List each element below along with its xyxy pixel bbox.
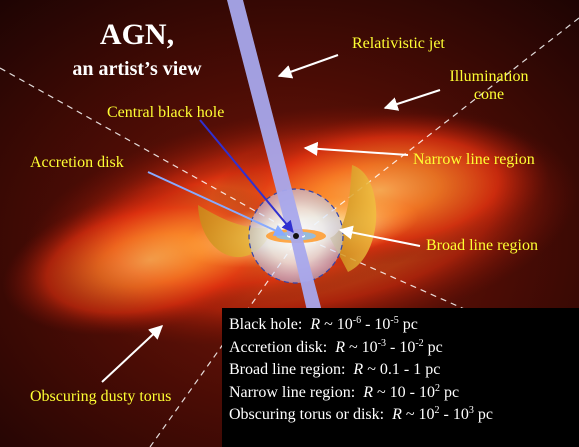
size-row-high-value: 1 [413,361,422,378]
size-row-variable: R [392,406,402,423]
size-row-high-exponent: 2 [434,382,440,394]
title-subtitle: an artist’s view [72,58,202,80]
size-row-dash: - [409,383,415,401]
size-row: Broad line region: R ~ 0.1 - 1 pc [229,359,579,382]
size-row-approx: ~ [367,361,376,378]
size-row-dash: - [443,406,449,423]
size-row-low-value: 10 [418,406,435,423]
size-row-low-value: 0.1 [379,361,400,378]
size-scale-box: Black hole: R ~ 10-6 - 10-5 pc Accretion … [222,308,579,447]
size-row-low-exponent: -3 [377,337,386,349]
size-row-low-value: 10 [336,316,353,333]
size-row-name: Black hole: [229,316,303,333]
size-row-high-exponent: 3 [468,405,474,416]
arrow-obscuring-dusty-torus [101,325,164,383]
label-illumination-cone-line2: cone [473,86,505,103]
size-row-unit: pc [427,338,443,356]
size-row: Accretion disk: R ~ 10-3 - 10-2 pc [229,337,579,360]
size-row-approx: ~ [405,406,415,423]
size-row-name: Narrow line region: [229,383,356,401]
label-accretion-disk: Accretion disk [30,154,124,171]
arrow-narrow-line-region [303,141,409,156]
label-illumination-cone-line1: Illumination [449,68,529,85]
arrow-central-black-hole [199,119,294,233]
size-row-high-exponent: -5 [390,315,399,326]
title-main: AGN, [99,18,175,51]
label-relativistic-jet: Relativistic jet [352,35,445,52]
size-row-low-exponent: 2 [434,405,440,416]
size-row-high-value: 10 [399,338,416,356]
arrow-illumination-cone [383,89,441,111]
size-row-unit: pc [402,316,418,333]
size-row-dash: - [365,316,371,333]
size-row-approx: ~ [376,383,386,401]
size-row-dash: - [403,361,410,378]
size-row-variable: R [310,316,321,333]
size-row-low-exponent: -6 [352,315,362,326]
size-row-approx: ~ [348,338,358,356]
size-row: Obscuring torus or disk: R ~ 102 - 103 p… [229,404,579,427]
label-broad-line-region: Broad line region [426,237,538,254]
size-row-low-value: 10 [389,383,406,401]
size-row-name: Accretion disk: [229,338,328,356]
label-narrow-line-region: Narrow line region [413,151,535,168]
size-row-name: Obscuring torus or disk: [229,406,385,423]
size-row-high-value: 10 [374,316,391,333]
size-row-name: Broad line region: [229,361,346,378]
central-black-hole [293,233,299,239]
arrow-relativistic-jet [277,54,339,79]
arrow-broad-line-region [338,225,421,247]
arrow-accretion-disk [147,171,287,236]
size-row-variable: R [353,361,364,378]
size-row-high-value: 10 [452,406,469,423]
size-row-unit: pc [443,383,460,401]
size-row-dash: - [389,338,396,356]
size-row-variable: R [363,383,373,401]
label-illumination-cone: Illumination cone [436,68,542,104]
label-obscuring-dusty-torus: Obscuring dusty torus [30,388,172,405]
size-row-variable: R [335,338,345,356]
size-row-unit: pc [425,361,441,378]
relativistic-jet-upper [227,0,304,236]
size-row-high-value: 10 [418,383,435,401]
size-row: Black hole: R ~ 10-6 - 10-5 pc [229,314,579,337]
size-row-low-value: 10 [361,338,378,356]
label-central-black-hole: Central black hole [107,104,225,121]
size-row-unit: pc [477,406,493,423]
size-row: Narrow line region: R ~ 10 - 102 pc [229,382,579,405]
size-row-high-exponent: -2 [415,337,424,349]
size-row-approx: ~ [324,316,333,333]
